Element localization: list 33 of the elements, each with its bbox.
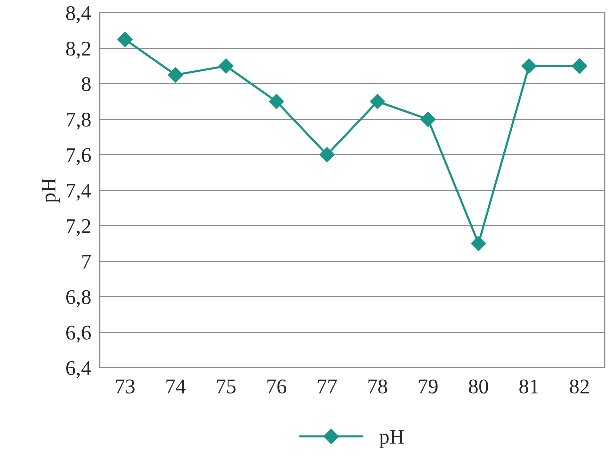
y-tick-label: 7,8 <box>67 112 91 130</box>
y-tick-label: 7,4 <box>67 184 92 201</box>
y-axis-title: pH <box>42 178 60 203</box>
x-tick-label: 79 <box>419 380 438 394</box>
y-tick-label: 7,2 <box>67 219 91 236</box>
y-tick-label: 8 <box>82 77 91 92</box>
x-tick-label: 82 <box>570 380 590 394</box>
x-tick-label: 75 <box>217 380 236 394</box>
y-tick-label: 8,4 <box>66 6 92 24</box>
x-tick-label: 78 <box>368 380 388 394</box>
point <box>420 112 436 128</box>
y-tick-label: 6,4 <box>66 361 92 378</box>
point <box>320 147 335 163</box>
y-tick-label: 7,6 <box>67 148 92 166</box>
point <box>522 58 537 74</box>
x-tick-label: 80 <box>469 380 488 394</box>
point <box>370 94 386 110</box>
x-tick-label: 81 <box>520 380 538 394</box>
point <box>168 68 184 83</box>
x-tick-label: 77 <box>318 380 338 394</box>
point <box>471 236 486 252</box>
point <box>269 94 284 110</box>
point <box>118 32 133 48</box>
y-tick-label: 8,2 <box>66 42 91 59</box>
y-tick-label: 6,6 <box>66 326 92 343</box>
x-tick-label: 76 <box>268 380 287 394</box>
point <box>572 58 588 74</box>
legend-label: pH <box>380 430 404 448</box>
y-tick-label: 6,8 <box>66 290 91 308</box>
x-tick-label: 74 <box>166 380 186 394</box>
x-tick-label: 73 <box>116 380 135 394</box>
y-tick-label: 7 <box>82 255 92 269</box>
point <box>218 58 234 74</box>
